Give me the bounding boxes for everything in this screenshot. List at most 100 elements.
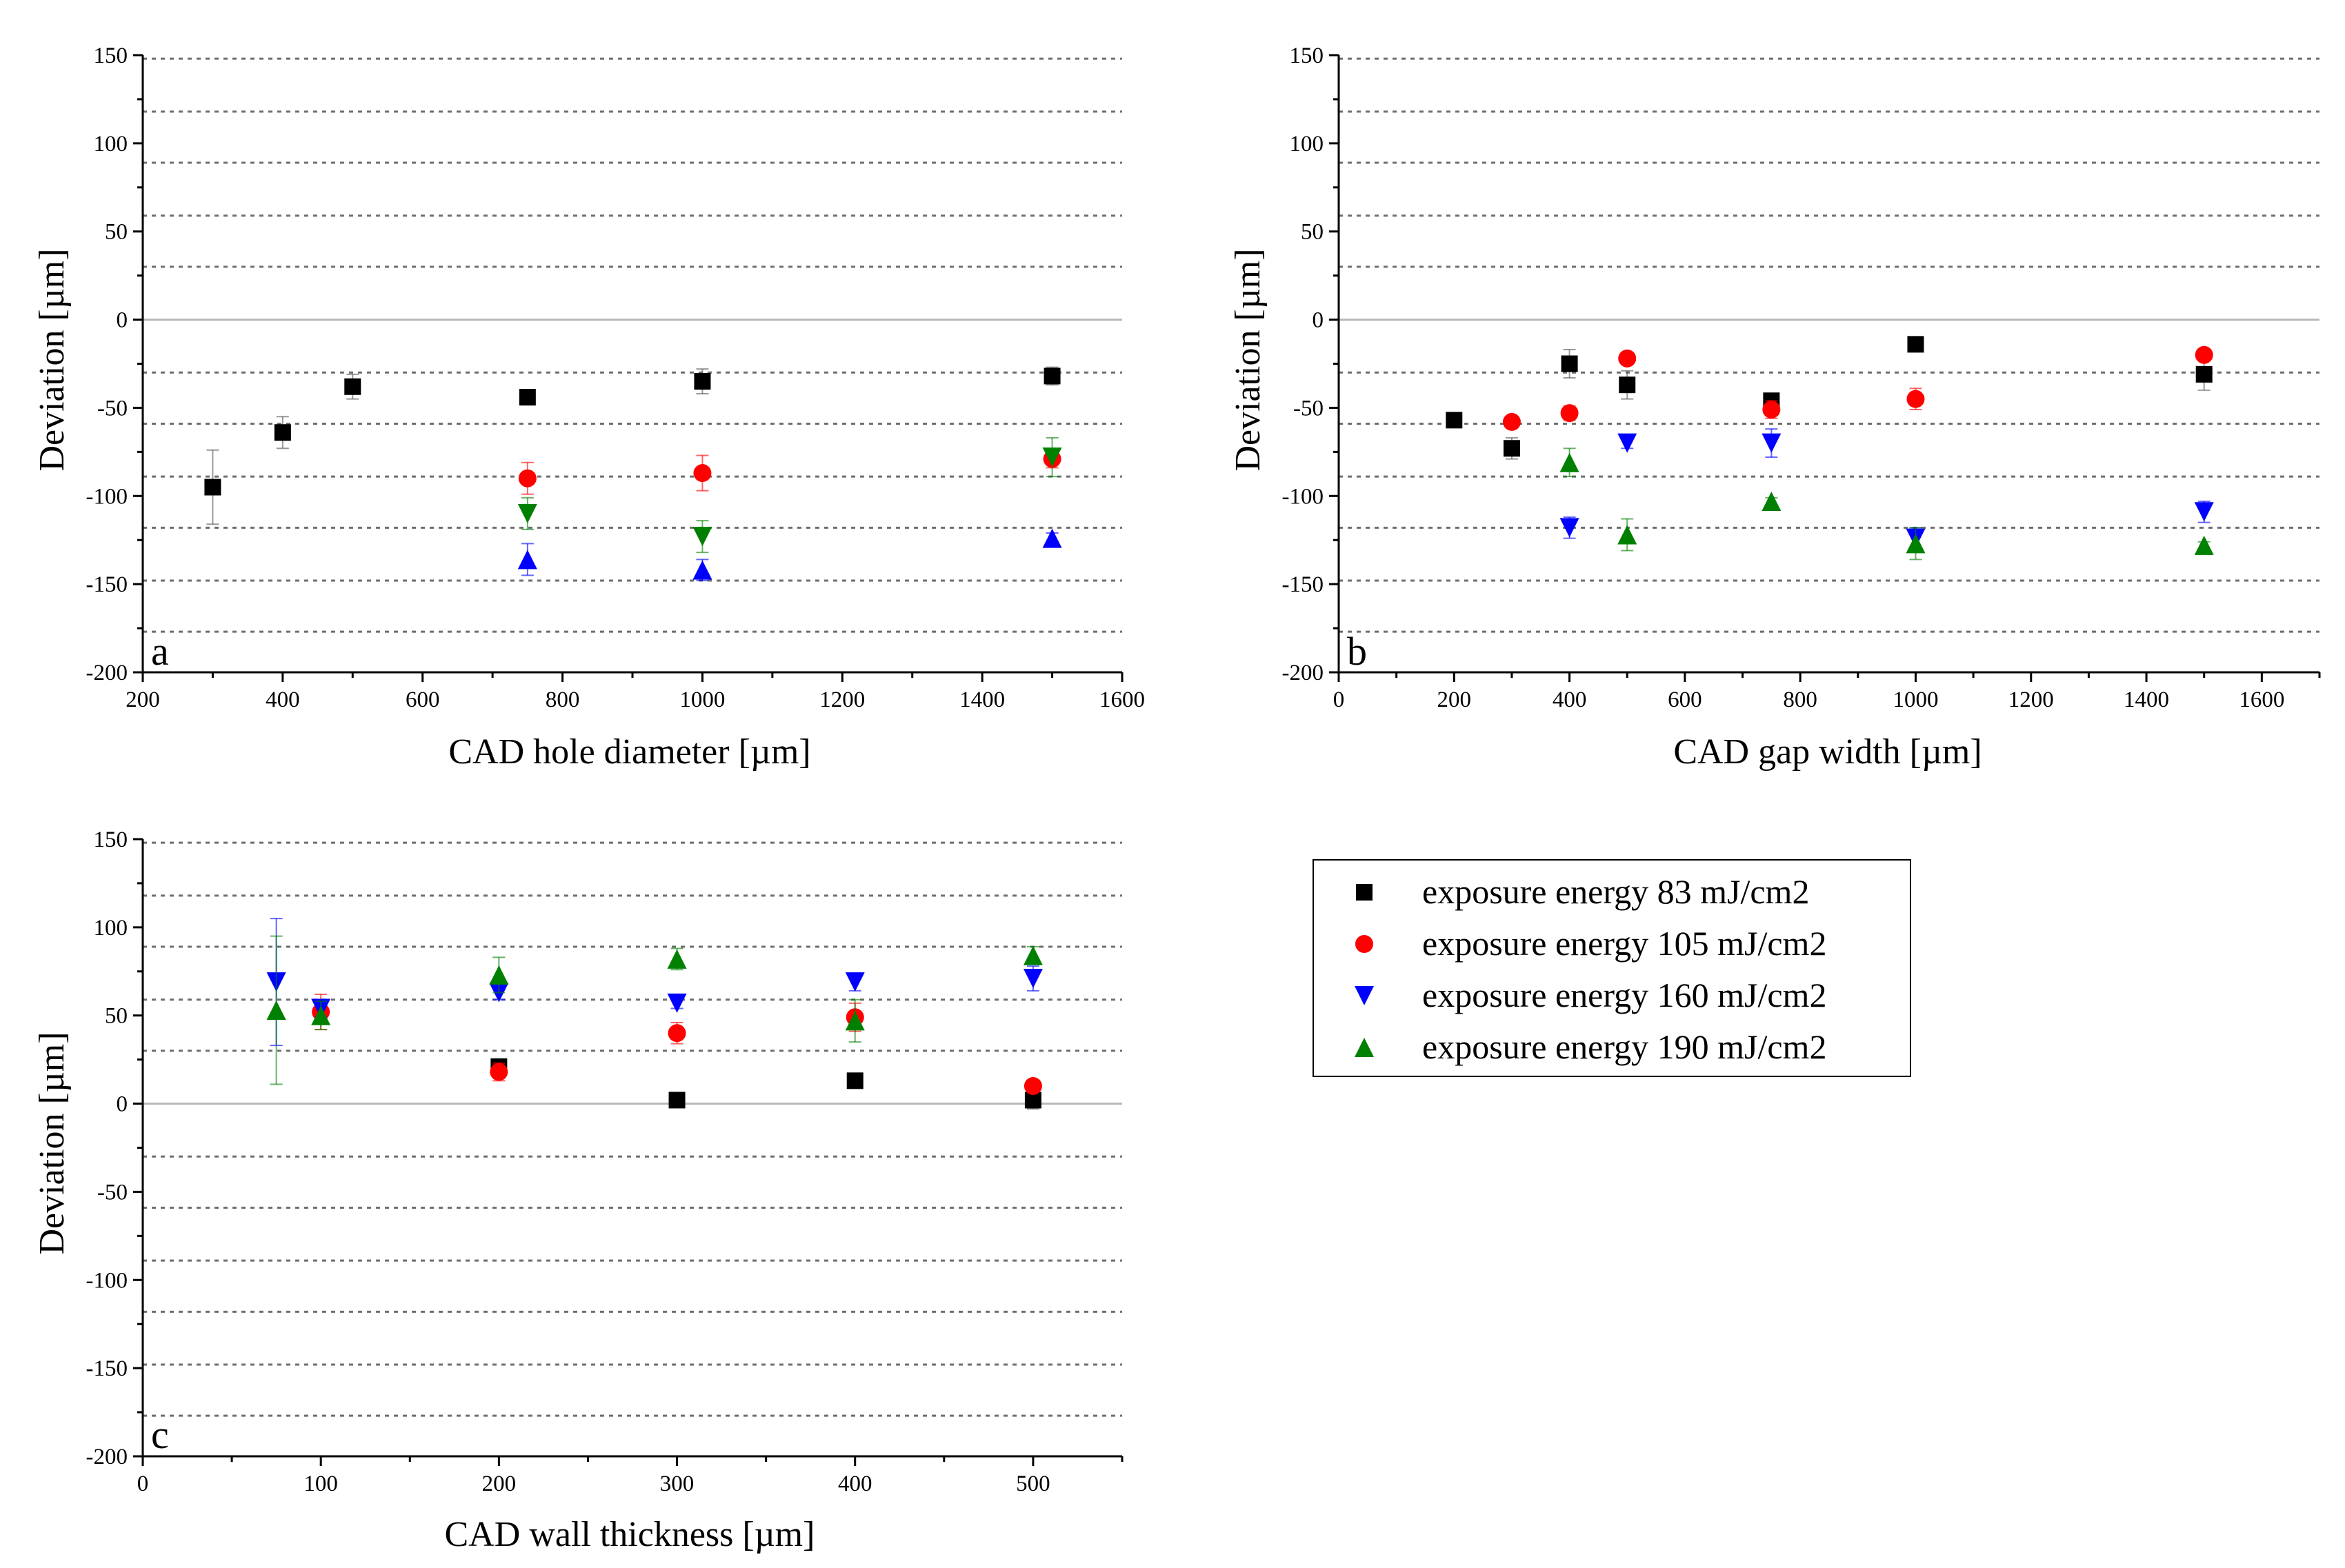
y-tick-label: 100: [94, 916, 128, 941]
x-axis-title: CAD wall thickness [µm]: [445, 1515, 815, 1554]
y-tick-label: -100: [86, 1268, 128, 1293]
data-point-e105: [1762, 400, 1781, 419]
x-tick-label: 1400: [959, 687, 1005, 712]
y-tick-label: -150: [86, 1356, 128, 1381]
y-tick-label: -200: [86, 1445, 128, 1469]
panel-c: -200 -150 -100 -50 0 50 100 150 0 100 200 300 400 500…: [32, 827, 1124, 1554]
x-tick-label: 400: [838, 1471, 872, 1496]
y-tick-label: 150: [1290, 43, 1324, 68]
y-tick-label: -50: [97, 396, 128, 421]
x-tick-label: 0: [137, 1471, 149, 1496]
x-tick-label: 200: [126, 687, 160, 712]
plot-layer: -200 -150 -100 -50 0 50 100 150 0 100 200 300 400 500: [86, 827, 1124, 1496]
legend-label-190: exposure energy 190 mJ/cm2: [1422, 1027, 1826, 1066]
data-point-e105: [2195, 345, 2213, 364]
x-tick-label: 100: [303, 1471, 338, 1496]
y-tick-label: 0: [117, 1092, 128, 1117]
data-point-e105: [1560, 404, 1579, 423]
x-tick-label: 1600: [1099, 687, 1145, 712]
data-point-e190: [1042, 448, 1062, 468]
data-point-e160: [667, 993, 687, 1013]
y-axis-title: Deviation [µm]: [1228, 248, 1268, 471]
data-point-e190: [2194, 535, 2214, 555]
data-point-e160: [2194, 502, 2214, 522]
panel-letter: c: [151, 1412, 169, 1457]
legend-marker-e190: [1355, 1038, 1374, 1057]
data-point-e190: [489, 965, 509, 985]
data-point-e83: [1446, 412, 1463, 429]
y-tick-label: 0: [1313, 308, 1324, 333]
data-point-e83: [344, 378, 361, 395]
data-point-e105: [490, 1063, 508, 1081]
legend-marker-e105: [1355, 935, 1373, 953]
data-point-e105: [668, 1024, 686, 1043]
data-point-e160: [1042, 528, 1062, 548]
data-point-e190: [1906, 534, 1926, 554]
data-point-e83: [2195, 365, 2213, 383]
legend-frame: [1313, 859, 1911, 1077]
legend-markers: [1355, 884, 1374, 1057]
x-tick-label: 800: [546, 687, 580, 712]
data-point-e190: [1762, 491, 1782, 511]
panel-a: -200 -150 -100 -50 0 50 100 150 200 400 600 800 1000…: [32, 43, 1145, 772]
x-tick-label: 400: [266, 687, 300, 712]
y-tick-label: 150: [94, 43, 128, 68]
y-tick-label: 50: [105, 1004, 128, 1029]
data-point-e83: [519, 389, 536, 406]
x-tick-label: 1600: [2239, 687, 2284, 712]
x-tick-label: 600: [1668, 687, 1702, 712]
data-point-e105: [1502, 412, 1521, 431]
data-point-e190: [1617, 525, 1637, 545]
legend-label-105: exposure energy 105 mJ/cm2: [1422, 924, 1826, 963]
data-point-e190: [266, 1001, 286, 1021]
x-tick-label: 1200: [819, 687, 865, 712]
data-point-e105: [1024, 1077, 1042, 1095]
x-tick-label: 800: [1783, 687, 1817, 712]
data-point-e190: [692, 527, 712, 547]
data-point-e190: [1559, 452, 1579, 472]
y-tick-label: -150: [86, 572, 128, 597]
data-point-e190: [845, 1011, 865, 1031]
data-point-e160: [1762, 433, 1782, 453]
data-point-e83: [1503, 440, 1520, 457]
x-tick-label: 300: [660, 1471, 695, 1496]
y-tick-label: 50: [105, 220, 128, 245]
y-tick-label: 50: [1301, 220, 1324, 245]
legend: exposure energy 83 mJ/cm2 exposure energ…: [1313, 859, 1911, 1077]
data-point-e83: [668, 1092, 686, 1109]
data-point-e160: [1023, 969, 1043, 989]
x-tick-label: 400: [1553, 687, 1587, 712]
data-point-e190: [1023, 945, 1043, 965]
y-tick-label: 150: [94, 827, 128, 852]
data-point-e83: [1561, 355, 1578, 372]
data-point-e190: [311, 1005, 331, 1025]
data-point-e190: [517, 503, 537, 523]
data-point-e160: [845, 972, 865, 992]
data-point-e105: [1906, 390, 1925, 408]
y-tick-label: -200: [86, 661, 128, 685]
panel-letter: b: [1347, 629, 1367, 674]
data-point-e83: [204, 479, 221, 496]
y-tick-label: -50: [97, 1180, 128, 1205]
x-tick-label: 1000: [679, 687, 725, 712]
y-axis-title: Deviation [µm]: [32, 1032, 72, 1254]
x-axis-title: CAD hole diameter [µm]: [448, 732, 810, 772]
data-point-e160: [517, 550, 537, 570]
x-tick-label: 200: [482, 1471, 517, 1496]
x-tick-label: 200: [1437, 687, 1472, 712]
data-point-e105: [1618, 349, 1637, 368]
y-tick-label: -200: [1282, 661, 1324, 685]
x-tick-label: 1200: [2008, 687, 2054, 712]
y-tick-label: 100: [1290, 132, 1324, 157]
data-point-e160: [1559, 518, 1579, 538]
panel-letter: a: [151, 629, 169, 674]
data-point-e83: [1619, 376, 1636, 394]
y-axis-title: Deviation [µm]: [32, 248, 72, 471]
x-axis-title: CAD gap width [µm]: [1673, 732, 1982, 772]
x-tick-label: 1400: [2124, 687, 2169, 712]
y-tick-label: 0: [117, 308, 128, 333]
y-tick-label: -150: [1282, 572, 1324, 597]
plot-layer: -200 -150 -100 -50 0 50 100 150 200 400 600 800 1000…: [86, 43, 1146, 712]
data-point-e160: [1617, 433, 1637, 453]
